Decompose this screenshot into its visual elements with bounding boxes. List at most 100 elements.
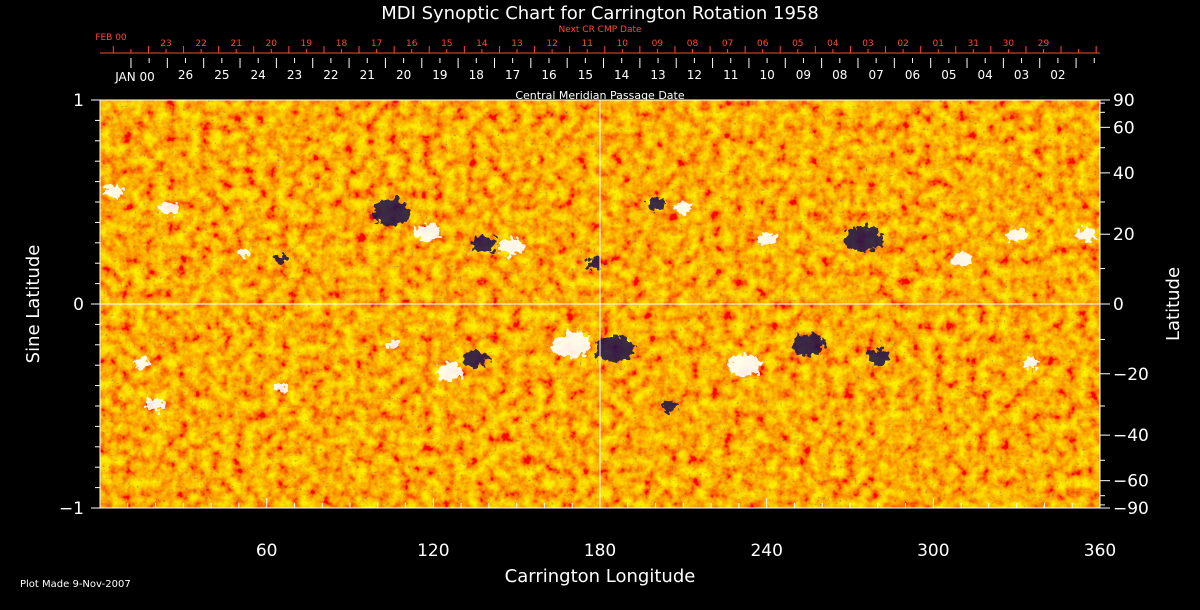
y2-tick-label: 40 xyxy=(1113,164,1135,184)
active-region-negative xyxy=(647,198,664,210)
next-cr-date-label: 22 xyxy=(195,39,206,49)
y-axis-label: Sine Latitude xyxy=(23,245,44,364)
active-region-negative xyxy=(372,199,411,226)
next-cr-date-label: 03 xyxy=(862,39,873,49)
cmp-month-label: JAN 00 xyxy=(114,70,155,84)
cmp-date-label: 02 xyxy=(1050,68,1065,82)
y-tick-label: −1 xyxy=(59,499,84,519)
active-region-positive xyxy=(553,331,592,358)
cmp-date-label: 21 xyxy=(360,68,375,82)
active-region-positive xyxy=(757,232,777,246)
cmp-date-label: 04 xyxy=(978,68,993,82)
next-cr-date-label: 08 xyxy=(687,39,699,49)
next-cr-axis-label: Next CR CMP Date xyxy=(558,25,642,35)
active-region-positive xyxy=(133,357,150,369)
y2-axis-label: Latitude xyxy=(1163,267,1184,341)
cmp-date-label: 06 xyxy=(905,68,920,82)
active-region-positive xyxy=(1007,228,1027,242)
cmp-date-label: 22 xyxy=(323,68,338,82)
next-cr-date-label: 31 xyxy=(968,39,979,49)
active-region-positive xyxy=(951,252,971,266)
next-cr-date-label: 18 xyxy=(336,39,348,49)
active-region-positive xyxy=(437,362,463,381)
active-region-negative xyxy=(594,335,634,363)
next-cr-date-label: 11 xyxy=(581,39,592,49)
active-region-positive xyxy=(145,397,166,411)
cmp-date-label: 17 xyxy=(505,68,520,82)
next-cr-date-label: 23 xyxy=(160,39,171,49)
y2-axis: 90 60 40 20 0 −20 −40 −60 −90 xyxy=(1100,91,1149,519)
cmp-date-label: 12 xyxy=(687,68,702,82)
next-cr-date-label: 13 xyxy=(511,39,522,49)
x-tick-label: 240 xyxy=(750,541,782,561)
next-cr-date-label: 02 xyxy=(897,39,908,49)
active-region-positive xyxy=(675,202,692,214)
chart-title: MDI Synoptic Chart for Carrington Rotati… xyxy=(381,3,819,24)
active-region-negative xyxy=(792,333,825,356)
y-axis: −1 0 1 xyxy=(59,91,100,519)
cmp-date-label: 13 xyxy=(650,68,665,82)
cmp-date-label: 14 xyxy=(614,68,629,82)
active-region-negative xyxy=(586,257,603,269)
active-region-positive xyxy=(1076,228,1096,242)
next-cr-month-label: FEB 00 xyxy=(95,33,127,43)
next-cr-axis: Next CR CMP Date FEB 00 23 22 21 20 19 18 17 16… xyxy=(95,25,1100,54)
active-region-negative xyxy=(462,350,488,368)
x-tick-label: 120 xyxy=(417,541,449,561)
cmp-date-label: 11 xyxy=(723,68,738,82)
active-region-positive xyxy=(274,383,287,393)
next-cr-date-label: 15 xyxy=(441,39,452,49)
y2-tick-label: −90 xyxy=(1113,499,1149,519)
cmp-date-label: 26 xyxy=(178,68,193,82)
y2-tick-label: 0 xyxy=(1113,295,1124,315)
active-region-negative xyxy=(470,236,497,254)
cmp-date-label: 15 xyxy=(578,68,593,82)
y2-tick-label: −60 xyxy=(1113,472,1149,492)
cmp-date-label: 07 xyxy=(869,68,884,82)
x-tick-label: 360 xyxy=(1084,541,1116,561)
next-cr-date-label: 09 xyxy=(652,39,664,49)
cmp-date-label: 23 xyxy=(287,68,302,82)
y2-tick-label: 90 xyxy=(1113,91,1135,111)
cmp-date-label: 09 xyxy=(796,68,811,82)
y-tick-label: 1 xyxy=(73,91,84,111)
cmp-date-label: 19 xyxy=(432,68,447,82)
active-region-negative xyxy=(866,349,889,365)
next-cr-date-label: 12 xyxy=(546,39,557,49)
y2-tick-label: −40 xyxy=(1113,426,1149,446)
x-tick-label: 300 xyxy=(917,541,949,561)
cmp-date-axis: JAN 00 Central Meridian Passage Date 26 2… xyxy=(100,58,1100,102)
next-cr-date-label: 16 xyxy=(406,39,418,49)
cmp-date-label: 25 xyxy=(214,68,229,82)
next-cr-date-label: 07 xyxy=(722,39,733,49)
cmp-date-label: 24 xyxy=(251,68,266,82)
active-region-positive xyxy=(1022,357,1039,369)
cmp-date-label: 05 xyxy=(941,68,956,82)
next-cr-date-label: 05 xyxy=(792,39,803,49)
y-tick-label: 0 xyxy=(73,295,84,315)
active-region-positive xyxy=(238,248,251,258)
next-cr-date-label: 14 xyxy=(476,39,488,49)
cmp-date-label: 08 xyxy=(832,68,847,82)
plot-made-footer: Plot Made 9-Nov-2007 xyxy=(20,579,131,590)
x-tick-label: 180 xyxy=(584,541,616,561)
y2-tick-label: 60 xyxy=(1113,118,1135,138)
next-cr-date-label: 06 xyxy=(757,39,769,49)
x-axis-label: Carrington Longitude xyxy=(505,566,696,587)
next-cr-date-label: 04 xyxy=(827,39,839,49)
active-region-positive xyxy=(498,238,524,256)
next-cr-date-label: 29 xyxy=(1038,39,1050,49)
active-region-negative xyxy=(274,254,287,264)
active-region-positive xyxy=(728,354,761,377)
cmp-date-label: 16 xyxy=(541,68,556,82)
x-tick-label: 60 xyxy=(256,541,278,561)
next-cr-date-label: 20 xyxy=(266,39,278,49)
next-cr-date-label: 01 xyxy=(932,39,943,49)
cmp-axis-label: Central Meridian Passage Date xyxy=(515,89,684,102)
next-cr-date-label: 30 xyxy=(1003,39,1015,49)
cmp-date-label: 10 xyxy=(759,68,774,82)
cmp-date-label: 20 xyxy=(396,68,411,82)
x-axis: 60 120 180 240 300 360 xyxy=(99,498,1116,561)
active-region-negative xyxy=(844,225,884,252)
active-region-positive xyxy=(159,201,180,215)
